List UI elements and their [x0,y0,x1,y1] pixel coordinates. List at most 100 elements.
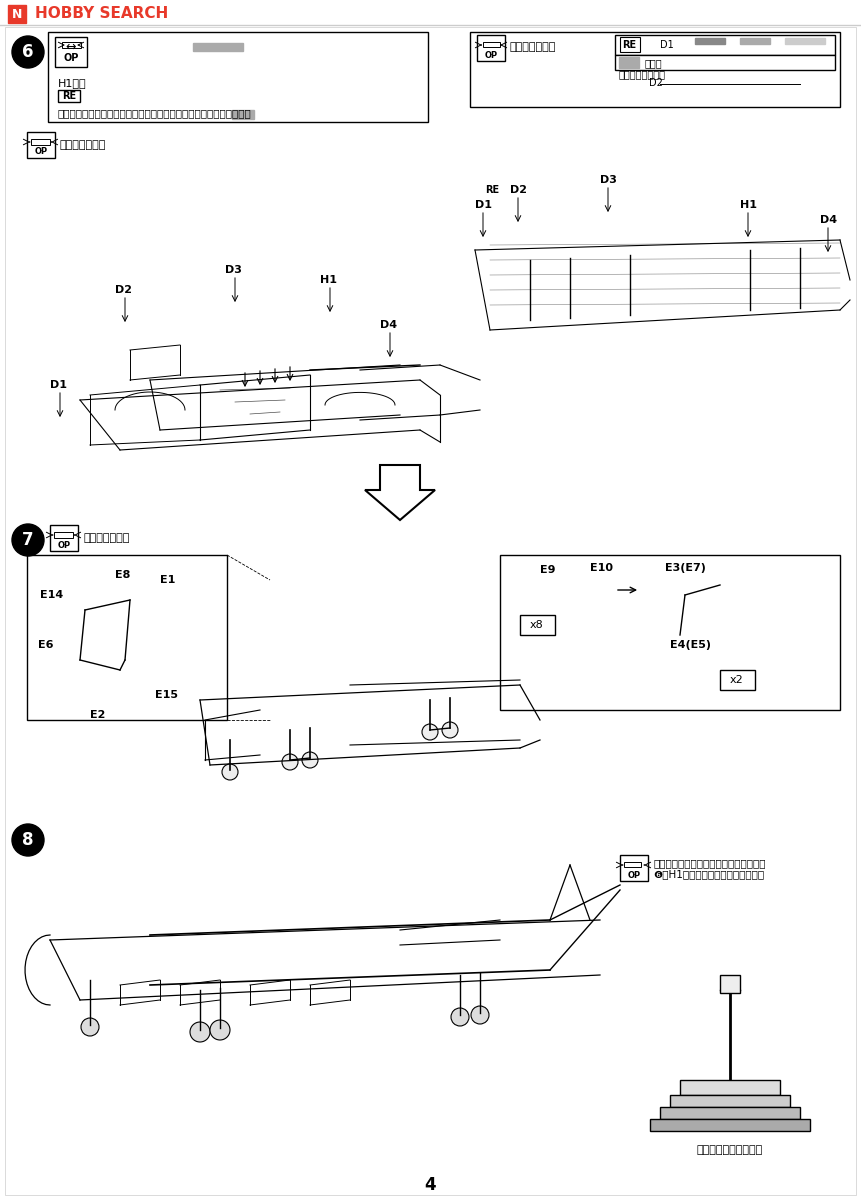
Text: E8: E8 [115,570,130,580]
Circle shape [442,722,458,738]
Text: D2: D2 [649,78,663,88]
Bar [31,139,50,145]
Bar [520,614,555,635]
Text: E10: E10 [590,563,613,572]
Text: 展示スタンドは、図のように組み立て、
❻でH1に開けた穴に取り付けます。: 展示スタンドは、図のように組み立て、 ❻でH1に開けた穴に取り付けます。 [653,858,765,880]
Text: N: N [12,7,22,20]
Text: OP: OP [628,871,641,881]
Text: D1: D1 [50,380,67,390]
Bar [62,42,81,48]
Text: 6: 6 [22,43,34,61]
Bar [8,5,26,23]
Bar [680,1080,780,1094]
Circle shape [12,824,44,856]
Bar [54,532,73,538]
Text: E3(E7): E3(E7) [665,563,706,572]
Bar [720,670,755,690]
Text: D1: D1 [475,200,492,210]
Bar [55,37,87,67]
Circle shape [302,752,318,768]
Text: ディスプレイスタンドを使用する場合は　　部分をカットして下さい: ディスプレイスタンドを使用する場合は 部分をカットして下さい [58,108,251,118]
Bar [615,55,835,70]
Circle shape [82,557,118,593]
Circle shape [422,724,438,740]
Circle shape [210,1020,230,1040]
Text: D4: D4 [820,215,837,226]
Bar [619,56,639,68]
Bar [58,90,80,102]
Text: H1: H1 [740,200,757,210]
Bar [232,110,254,119]
Text: OP: OP [485,52,498,60]
Text: 脚カバー開状態: 脚カバー開状態 [60,140,107,150]
Bar [483,42,500,47]
Bar [500,554,840,710]
Text: OP: OP [58,541,71,551]
Text: HOBBY SEARCH: HOBBY SEARCH [35,6,168,22]
Circle shape [12,36,44,68]
Text: 脚カバー閉状態: 脚カバー閉状態 [510,42,556,52]
Bar [48,32,428,122]
Circle shape [81,1018,99,1036]
Bar [624,862,641,866]
Bar [27,132,55,158]
Bar [650,1118,810,1130]
Bar [470,32,840,107]
Text: H1: H1 [320,275,337,284]
Text: E1: E1 [160,575,176,584]
Text: RE: RE [622,40,636,50]
Circle shape [282,754,298,770]
Text: D1: D1 [660,40,674,50]
Text: 部分を: 部分を [645,58,663,68]
Text: D4: D4 [380,320,397,330]
Circle shape [222,764,238,780]
Circle shape [709,559,741,590]
Text: E14: E14 [40,590,63,600]
Text: 7: 7 [22,530,34,550]
Bar [615,35,835,55]
Circle shape [451,1008,469,1026]
Bar [740,38,770,44]
Text: E15: E15 [155,690,178,700]
Text: H1裏面: H1裏面 [58,78,87,88]
Bar [660,1106,800,1118]
Bar [670,1094,790,1106]
Text: 4: 4 [424,1176,436,1194]
Bar [695,38,725,44]
Text: E2: E2 [90,710,105,720]
Text: RE: RE [485,185,499,194]
Bar [620,37,640,52]
Bar [193,43,243,50]
Text: x2: x2 [730,674,744,685]
Text: OP: OP [64,53,78,62]
Circle shape [97,557,133,593]
Circle shape [61,680,85,704]
Bar [785,38,825,44]
Text: E4(E5): E4(E5) [670,640,711,650]
Text: x8: x8 [530,620,544,630]
Text: D2: D2 [115,284,132,295]
Bar [620,854,648,881]
Circle shape [541,576,569,604]
Circle shape [12,524,44,556]
Bar [50,526,78,551]
Bar [477,35,505,61]
Text: D2: D2 [510,185,527,194]
Text: ↔: ↔ [65,41,77,54]
Text: 脚カバー開状態: 脚カバー開状態 [83,533,129,542]
Text: カットして下さい: カットして下さい [619,68,666,79]
Circle shape [471,1006,489,1024]
Circle shape [190,1022,210,1042]
Text: 8: 8 [22,830,34,850]
Circle shape [729,559,761,590]
Bar [720,974,740,994]
Text: ディスプレイスタンド: ディスプレイスタンド [697,1145,763,1154]
Text: RE: RE [62,91,76,101]
Text: OP: OP [34,148,47,156]
Text: D3: D3 [600,175,616,185]
Bar [27,554,227,720]
Polygon shape [365,464,435,520]
Text: E6: E6 [38,640,53,650]
Text: D3: D3 [225,265,242,275]
Text: E9: E9 [540,565,555,575]
